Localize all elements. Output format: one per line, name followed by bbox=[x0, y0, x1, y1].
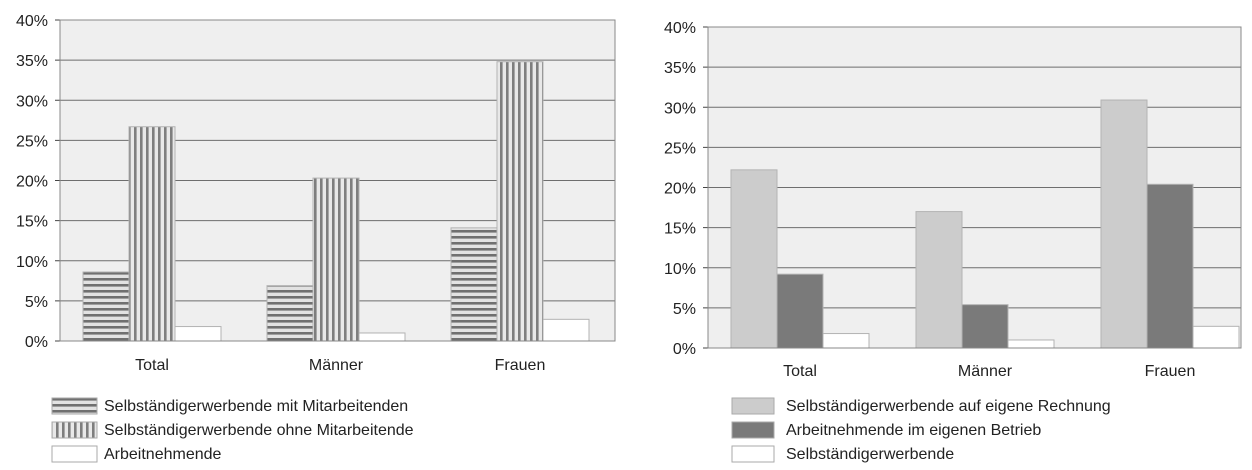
y-tick-label: 10% bbox=[664, 261, 696, 278]
legend-swatch bbox=[731, 397, 775, 415]
chart-left: 0% 5% 10% 15% 20% 25% 30% 35% 40% Total Männer Frau… bbox=[16, 13, 616, 463]
bar bbox=[358, 332, 406, 342]
y-tick-label: 15% bbox=[16, 214, 48, 231]
bar bbox=[776, 273, 824, 349]
plot-border bbox=[707, 26, 1242, 349]
bar bbox=[961, 304, 1009, 349]
y-tick-label: 10% bbox=[16, 254, 48, 271]
bar bbox=[1100, 99, 1148, 349]
legend-label: Selbständigerwerbende auf eigene Rechnun… bbox=[786, 398, 1111, 415]
x-category-label: Frauen bbox=[495, 357, 546, 374]
y-tick-label: 20% bbox=[16, 174, 48, 191]
y-tick-label: 20% bbox=[664, 181, 696, 198]
x-category-label: Frauen bbox=[1145, 363, 1196, 380]
y-tick-label: 40% bbox=[664, 20, 696, 37]
y-tick-label: 40% bbox=[16, 13, 48, 30]
plot-border bbox=[59, 19, 616, 342]
legend-swatch bbox=[51, 397, 98, 415]
y-tick-label: 5% bbox=[25, 294, 48, 311]
legend-swatch bbox=[51, 421, 98, 439]
legend-label: Selbständigerwerbende mit Mitarbeitenden bbox=[104, 398, 408, 415]
legend-swatch bbox=[51, 445, 98, 463]
chart-right: 0% 5% 10% 15% 20% 25% 30% 35% 40% Total Männer Frau… bbox=[664, 20, 1242, 463]
legend-label: Arbeitnehmende im eigenen Betrieb bbox=[786, 422, 1041, 439]
bar bbox=[128, 126, 176, 342]
bar bbox=[450, 227, 498, 342]
legend-swatch bbox=[731, 421, 775, 439]
bar bbox=[1192, 325, 1240, 349]
legend-swatch bbox=[731, 445, 775, 463]
legend-label: Selbständigerwerbende bbox=[786, 446, 954, 463]
bar bbox=[82, 271, 130, 342]
x-category-label: Männer bbox=[309, 357, 364, 374]
y-tick-label: 5% bbox=[673, 301, 696, 318]
x-category-label: Männer bbox=[958, 363, 1013, 380]
x-category-label: Total bbox=[783, 363, 817, 380]
y-tick-label: 15% bbox=[664, 221, 696, 238]
bar bbox=[174, 326, 222, 342]
bar bbox=[266, 285, 314, 342]
bar bbox=[915, 211, 963, 349]
bar bbox=[730, 169, 778, 349]
y-tick-label: 35% bbox=[664, 60, 696, 77]
y-tick-label: 30% bbox=[664, 100, 696, 117]
bar bbox=[312, 177, 360, 342]
y-tick-label: 25% bbox=[16, 133, 48, 150]
legend-label: Selbständigerwerbende ohne Mitarbeitende bbox=[104, 422, 414, 439]
x-category-label: Total bbox=[135, 357, 169, 374]
y-tick-label: 0% bbox=[25, 334, 48, 351]
bar bbox=[1007, 339, 1055, 349]
y-tick-label: 25% bbox=[664, 140, 696, 157]
bar bbox=[542, 318, 590, 342]
bar bbox=[822, 333, 870, 349]
bar bbox=[1146, 183, 1194, 349]
legend-label: Arbeitnehmende bbox=[104, 446, 222, 463]
y-tick-label: 0% bbox=[673, 341, 696, 358]
y-tick-label: 30% bbox=[16, 93, 48, 110]
y-tick-label: 35% bbox=[16, 53, 48, 70]
bar bbox=[496, 61, 544, 342]
